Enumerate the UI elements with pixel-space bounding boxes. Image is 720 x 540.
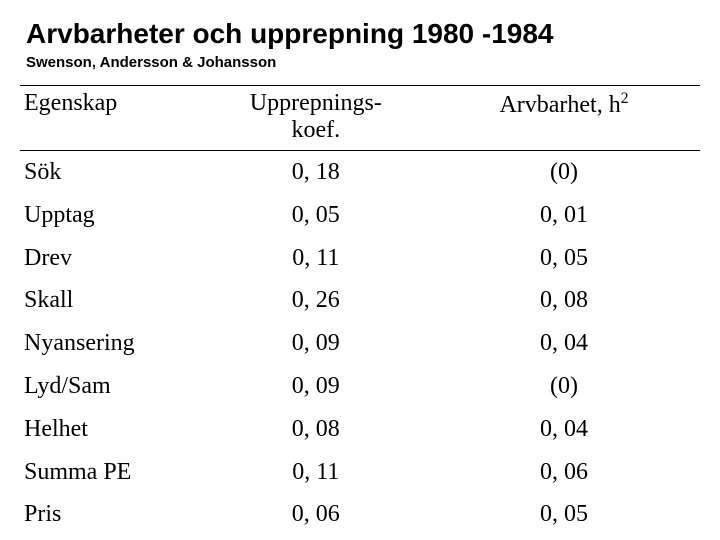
col-header-arvbarhet-sup: 2	[621, 90, 629, 107]
cell-arvbarhet: 0, 05	[428, 237, 700, 280]
cell-egenskap: Sök	[20, 151, 204, 194]
slide-subtitle: Swenson, Andersson & Johansson	[26, 54, 700, 71]
cell-arvbarhet: 0, 08	[428, 279, 700, 322]
col-header-line2: koef.	[291, 117, 340, 143]
table-row: Sök 0, 18 (0)	[20, 151, 700, 194]
cell-egenskap: Helhet	[20, 408, 204, 451]
cell-arvbarhet: 0, 05	[428, 493, 700, 536]
table-row: Summa PE 0, 11 0, 06	[20, 451, 700, 494]
cell-egenskap: Lyd/Sam	[20, 365, 204, 408]
table-row: Nyansering 0, 09 0, 04	[20, 322, 700, 365]
cell-egenskap: Nyansering	[20, 322, 204, 365]
cell-egenskap: Drev	[20, 237, 204, 280]
table-row: Lyd/Sam 0, 09 (0)	[20, 365, 700, 408]
cell-koef: 0, 11	[204, 237, 428, 280]
cell-koef: 0, 09	[204, 365, 428, 408]
data-table: Egenskap Upprepnings- koef. Arvbarhet, h…	[20, 85, 700, 536]
table-row: Drev 0, 11 0, 05	[20, 237, 700, 280]
cell-arvbarhet: 0, 06	[428, 451, 700, 494]
cell-koef: 0, 18	[204, 151, 428, 194]
slide-title: Arvbarheter och upprepning 1980 -1984	[26, 18, 700, 50]
cell-koef: 0, 26	[204, 279, 428, 322]
cell-egenskap: Summa PE	[20, 451, 204, 494]
cell-koef: 0, 08	[204, 408, 428, 451]
col-header-upprepningskoef: Upprepnings- koef.	[204, 86, 428, 151]
cell-arvbarhet: 0, 04	[428, 322, 700, 365]
table-body: Sök 0, 18 (0) Upptag 0, 05 0, 01 Drev 0,…	[20, 151, 700, 537]
cell-egenskap: Upptag	[20, 194, 204, 237]
table-row: Upptag 0, 05 0, 01	[20, 194, 700, 237]
cell-arvbarhet: (0)	[428, 365, 700, 408]
slide: Arvbarheter och upprepning 1980 -1984 Sw…	[0, 0, 720, 540]
col-header-arvbarhet-text: Arvbarhet, h	[499, 92, 620, 118]
cell-koef: 0, 09	[204, 322, 428, 365]
cell-egenskap: Pris	[20, 493, 204, 536]
table-header-row: Egenskap Upprepnings- koef. Arvbarhet, h…	[20, 86, 700, 151]
col-header-egenskap: Egenskap	[20, 86, 204, 151]
cell-koef: 0, 11	[204, 451, 428, 494]
col-header-arvbarhet: Arvbarhet, h2	[428, 86, 700, 151]
cell-egenskap: Skall	[20, 279, 204, 322]
cell-arvbarhet: (0)	[428, 151, 700, 194]
cell-arvbarhet: 0, 01	[428, 194, 700, 237]
cell-arvbarhet: 0, 04	[428, 408, 700, 451]
table-row: Skall 0, 26 0, 08	[20, 279, 700, 322]
cell-koef: 0, 05	[204, 194, 428, 237]
col-header-line1: Upprepnings-	[250, 90, 382, 116]
table-row: Helhet 0, 08 0, 04	[20, 408, 700, 451]
table-row: Pris 0, 06 0, 05	[20, 493, 700, 536]
cell-koef: 0, 06	[204, 493, 428, 536]
